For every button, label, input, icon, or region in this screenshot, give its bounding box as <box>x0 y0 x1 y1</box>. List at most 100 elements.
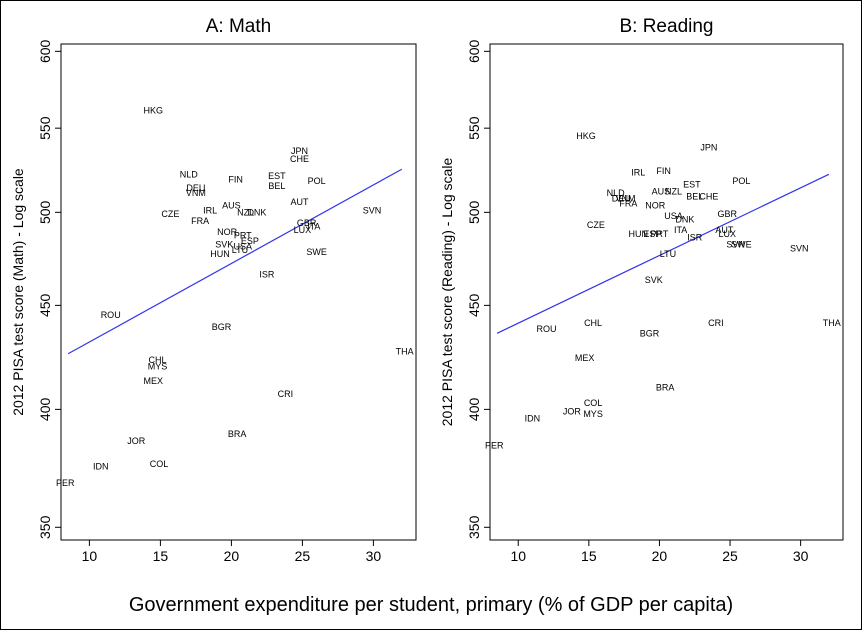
point-label-nld: NLD <box>180 169 199 179</box>
point-label-swe: SWE <box>731 240 752 250</box>
fit-line <box>496 173 830 334</box>
point-label-deu: DEU <box>612 193 631 203</box>
point-label-dnk: DNK <box>247 207 266 217</box>
x-tick-label: 10 <box>82 548 98 564</box>
panel-reading: B: Reading 10 15 20 25 30 350 400 450 500 550 600 20… <box>439 16 844 564</box>
point-label-svn: SVN <box>726 240 745 250</box>
y-tick-label: 400 <box>37 397 53 421</box>
point-label-est: EST <box>683 180 701 190</box>
point-label-gbr: GBR <box>717 209 737 219</box>
y-axis-label: 2012 PISA test score (Reading) - Log sca… <box>439 158 455 427</box>
y-axis-label: 2012 PISA test score (Math) - Log scale <box>10 168 26 416</box>
y-tick-label: 550 <box>466 116 482 140</box>
point-label-irl: IRL <box>631 168 645 178</box>
point-label-svn: SVN <box>363 206 382 216</box>
x-tick-label: 25 <box>722 548 738 564</box>
point-label-isr: ISR <box>687 232 703 242</box>
point-label-vnm: VNM <box>616 193 636 203</box>
point-label-cri: CRI <box>278 389 294 399</box>
point-label-pol: POL <box>732 176 750 186</box>
fit-line <box>67 168 403 355</box>
y-tick-label: 550 <box>37 116 53 140</box>
point-label-swe: SWE <box>306 247 327 257</box>
plot-area <box>489 43 844 541</box>
point-label-jor: JOR <box>563 407 582 417</box>
point-label-ita: ITA <box>307 222 320 232</box>
point-label-aut: AUT <box>715 225 734 235</box>
point-label-per: PER <box>56 478 75 488</box>
point-label-ltu: LTU <box>660 249 676 259</box>
point-label-vnm: VNM <box>186 188 206 198</box>
point-label-hun: HUN <box>629 229 649 239</box>
point-label-tha: THA <box>823 318 841 328</box>
x-tick-label: 30 <box>366 548 382 564</box>
point-label-ltu: LTU <box>232 245 248 255</box>
point-label-per: PER <box>485 440 504 450</box>
point-label-aus: AUS <box>222 200 241 210</box>
point-label-prt: PRT <box>234 231 252 241</box>
y-tick-label: 350 <box>37 515 53 539</box>
y-tick-label: 400 <box>466 397 482 421</box>
x-tick-label: 15 <box>581 548 597 564</box>
point-label-bra: BRA <box>228 429 247 439</box>
point-label-jpn: JPN <box>700 143 717 153</box>
x-tick-label: 20 <box>652 548 668 564</box>
y-tick-label: 450 <box>37 293 53 317</box>
panel-title: B: Reading <box>619 16 713 37</box>
y-tick-label: 600 <box>466 39 482 63</box>
point-label-idn: IDN <box>93 461 109 471</box>
point-label-hun: HUN <box>210 249 230 259</box>
point-label-tha: THA <box>396 347 414 357</box>
point-label-bra: BRA <box>656 383 675 393</box>
point-label-nld: NLD <box>607 188 626 198</box>
x-tick-label: 25 <box>295 548 311 564</box>
point-label-rou: ROU <box>536 324 556 334</box>
point-label-cze: CZE <box>161 209 179 219</box>
point-label-nzl: NZL <box>665 186 682 196</box>
x-tick-label: 15 <box>153 548 169 564</box>
point-label-ita: ITA <box>674 225 687 235</box>
point-label-irl: IRL <box>203 206 217 216</box>
point-label-jor: JOR <box>127 436 146 446</box>
x-tick-label: 10 <box>510 548 526 564</box>
point-label-aus: AUS <box>652 186 671 196</box>
point-label-hkg: HKG <box>144 106 164 116</box>
point-label-lux: LUX <box>294 225 312 235</box>
x-axis-label: Government expenditure per student, prim… <box>129 594 733 616</box>
point-label-cze: CZE <box>587 220 605 230</box>
point-label-prt: PRT <box>651 229 669 239</box>
point-label-fin: FIN <box>656 166 671 176</box>
point-label-fra: FRA <box>619 199 637 209</box>
panel-title: A: Math <box>206 16 271 37</box>
panel-math: A: Math 10 15 20 25 30 350 400 450 500 550 600 2012 … <box>10 16 417 564</box>
x-tick-label: 30 <box>793 548 809 564</box>
point-label-fra: FRA <box>191 216 209 226</box>
y-tick-label: 500 <box>466 200 482 224</box>
point-label-usa: USA <box>234 242 253 252</box>
point-label-dnk: DNK <box>675 214 694 224</box>
point-label-esp: ESP <box>643 229 661 239</box>
point-label-pol: POL <box>308 176 326 186</box>
point-label-col: COL <box>584 398 603 408</box>
x-tick-label: 20 <box>224 548 240 564</box>
y-tick-label: 450 <box>466 293 482 317</box>
point-label-isr: ISR <box>259 270 275 280</box>
point-label-mex: MEX <box>144 376 164 386</box>
point-label-aut: AUT <box>291 197 310 207</box>
y-tick-label: 350 <box>466 515 482 539</box>
point-label-bgr: BGR <box>212 322 232 332</box>
point-label-jpn: JPN <box>291 146 308 156</box>
point-label-bgr: BGR <box>640 328 660 338</box>
point-label-usa: USA <box>664 211 683 221</box>
point-label-cri: CRI <box>708 318 724 328</box>
point-label-bel: BEL <box>268 181 285 191</box>
point-label-gbr: GBR <box>297 218 317 228</box>
y-tick-label: 500 <box>37 200 53 224</box>
point-label-chl: CHL <box>149 355 167 365</box>
point-label-nor: NOR <box>645 200 666 210</box>
point-label-est: EST <box>268 171 286 181</box>
point-label-lux: LUX <box>718 229 736 239</box>
point-label-svk: SVK <box>215 240 233 250</box>
point-label-svk: SVK <box>645 275 663 285</box>
